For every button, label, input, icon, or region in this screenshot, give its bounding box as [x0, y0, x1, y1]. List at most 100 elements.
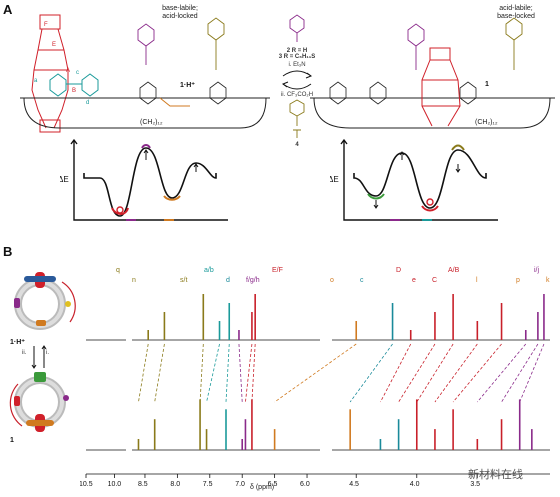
- tick-label: 8.0: [170, 481, 180, 488]
- energy-diagram-right: ΔE: [330, 138, 498, 221]
- peak-connector: [199, 343, 204, 403]
- panel-a-letter: A: [3, 2, 13, 17]
- peak-label: p: [516, 277, 520, 284]
- energy-axis-label-left: ΔE: [60, 175, 69, 184]
- label-a: a: [34, 78, 38, 84]
- label-B: B: [72, 88, 76, 94]
- peak-label: s/t: [180, 277, 187, 284]
- tick-label: 3.5: [470, 481, 480, 488]
- label-F: F: [44, 22, 48, 28]
- peak-label: e: [412, 277, 416, 284]
- ppm-axis-title: δ (ppm): [250, 484, 275, 491]
- peak-connector: [452, 343, 502, 403]
- peak-label: f/g/h: [246, 277, 260, 284]
- tick-label: 10.5: [80, 481, 93, 488]
- left-note-line1: base-labile;: [162, 5, 198, 12]
- thiol-reagent-structure: [289, 14, 305, 42]
- right-note-line1: acid-labile;: [499, 5, 533, 12]
- peak-labels-top: q n s/t a/b d f/g/h E/F o c De C A/B l p i/j k: [116, 267, 550, 284]
- linker-left: [159, 97, 190, 107]
- energy-diagram-left: ΔE: [60, 138, 228, 221]
- peak-connector: [274, 343, 357, 403]
- rings-right: [329, 81, 477, 105]
- peak-connector: [206, 343, 220, 403]
- peak-label: a/b: [204, 267, 214, 274]
- label-E: E: [52, 42, 56, 48]
- disulfide-arm-left: [137, 23, 155, 65]
- peak-label: c: [360, 277, 364, 284]
- disulfide-arm-right: [407, 23, 425, 70]
- peak-label: E/F: [272, 267, 283, 274]
- bottom-trace-label: 1: [10, 437, 14, 444]
- macrocycle-right: [421, 47, 461, 127]
- peak-connector: [380, 343, 412, 403]
- right-state-note: acid-labile; base-locked: [486, 5, 546, 21]
- arrow-ii-label: ii.: [22, 350, 27, 356]
- macrocycle-left: [31, 14, 69, 133]
- tick-label: 6.5: [268, 481, 278, 488]
- label-c: c: [76, 70, 79, 76]
- peak-label: k: [546, 277, 550, 284]
- tick-label: 4.0: [410, 481, 420, 488]
- spectrum-top: [86, 294, 550, 341]
- panel-b-letter: B: [3, 244, 13, 259]
- peak-connector: [251, 343, 256, 403]
- peak-connector: [519, 343, 545, 403]
- reagent-line2: 3 R = C₆H₁₁S: [278, 54, 316, 60]
- peak-label: l: [476, 277, 478, 284]
- peak-connector: [477, 343, 527, 403]
- tick-label: 7.5: [203, 481, 213, 488]
- label-A: A: [66, 68, 70, 74]
- tick-label: 8.5: [138, 481, 148, 488]
- chain-label-left: (CH₂)₁₂: [140, 119, 163, 126]
- lower-loop-left: [23, 97, 267, 129]
- equilibrium-arrows: [281, 70, 313, 90]
- spectrum-bottom: [86, 399, 550, 451]
- ppm-axis: 10.5 10.0 8.5 8.0 7.5 7.0 6.5 6.0 4.5 4.0 3.5: [80, 473, 550, 488]
- chain-label-right: (CH₂)₁₂: [475, 119, 498, 126]
- peak-connector: [349, 343, 393, 403]
- peak-connector: [154, 343, 165, 403]
- tick-label: 10.0: [108, 481, 122, 488]
- peak-connector: [245, 343, 253, 403]
- peak-label: o: [330, 277, 334, 284]
- peak-label: d: [226, 277, 230, 284]
- peak-connector: [434, 343, 478, 403]
- lower-loop-right: [313, 97, 551, 129]
- right-molecular-structure: (CH₂)₁₂ 1: [310, 17, 555, 129]
- peak-label: A/B: [448, 267, 460, 274]
- peak-connector: [501, 343, 539, 403]
- nmr-spectra: q n s/t a/b d f/g/h E/F o c De C A/B l p i/j k 10.5 10.0…: [80, 267, 550, 488]
- peak-connector: [225, 343, 230, 403]
- right-note-line2: base-locked: [497, 13, 535, 20]
- step-i-label: i. Et₃N: [288, 62, 306, 68]
- right-compound-label: 1: [485, 81, 489, 88]
- peak-label: n: [132, 277, 136, 284]
- peak-connector: [138, 343, 149, 403]
- hydrazide-number: 4: [295, 142, 299, 148]
- peak-label: q: [116, 267, 120, 274]
- ring-cartoon-protonated: 1·H⁺: [10, 272, 76, 346]
- peak-connector: [238, 343, 243, 403]
- peak-label: C: [432, 277, 437, 284]
- reagents-block: 2 R = H 3 R = C₆H₁₁S i. Et₃N ii. CF₃CO₂H…: [262, 10, 332, 148]
- left-state-note: base-labile; acid-locked: [150, 5, 210, 21]
- tick-label: 7.0: [235, 481, 245, 488]
- label-d: d: [86, 100, 89, 106]
- peak-label: D: [396, 267, 401, 274]
- hydrazide-structure: [289, 99, 305, 138]
- ring-cartoon-neutral: 1: [9, 372, 69, 444]
- ammonium-station-left: [49, 73, 99, 97]
- hydrazone-arm-left: [207, 17, 225, 70]
- hydrazone-arm-right: [505, 17, 523, 70]
- energy-axis-label-right: ΔE: [330, 175, 339, 184]
- peak-connector: [398, 343, 436, 403]
- peak-connectors: [138, 343, 545, 403]
- rings-left: [139, 81, 227, 105]
- top-trace-label: 1·H⁺: [10, 339, 25, 346]
- step-ii-label: ii. CF₃CO₂H: [280, 92, 314, 98]
- reagent-line1: 2 R = H: [286, 48, 308, 54]
- arrow-i-label: i.: [46, 350, 49, 356]
- peak-label: i/j: [534, 267, 540, 274]
- peak-connector: [416, 343, 454, 403]
